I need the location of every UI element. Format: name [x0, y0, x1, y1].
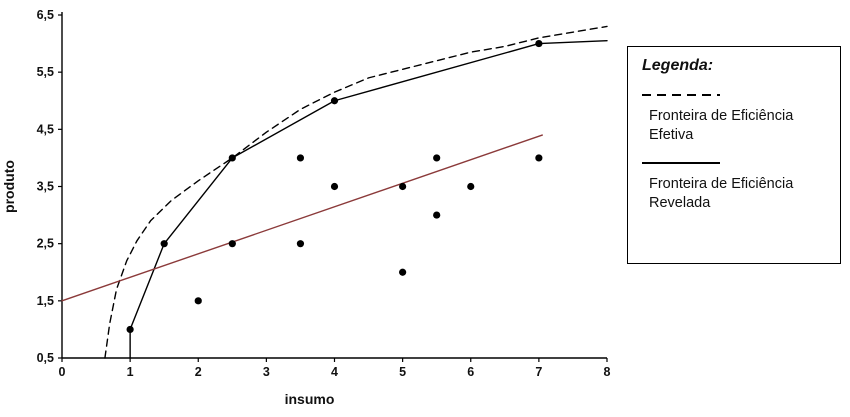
data-point — [160, 240, 168, 248]
series-dashed — [104, 25, 608, 359]
data-point — [228, 154, 236, 162]
dashed-line-sample-icon — [642, 94, 720, 96]
y-tick-label: 6,5 — [37, 8, 54, 22]
data-point — [296, 154, 305, 162]
legend-item-revelada: Fronteira de Eficiência Revelada — [642, 159, 826, 213]
y-tick-label: 4,5 — [37, 122, 54, 136]
x-tick-label: 5 — [399, 365, 406, 379]
solid-line-sample-icon — [642, 161, 720, 164]
x-axis-label: insumo — [285, 391, 335, 407]
x-tick-label: 2 — [195, 365, 202, 379]
y-axis-label: produto — [1, 160, 17, 213]
data-point — [228, 240, 236, 248]
y-tick-label: 1,5 — [37, 294, 54, 308]
x-tick-label: 8 — [604, 365, 611, 379]
x-tick-label: 3 — [263, 365, 270, 379]
series-solid — [61, 134, 543, 302]
data-point — [126, 325, 134, 334]
data-point — [399, 182, 407, 191]
data-point — [296, 240, 305, 248]
data-point — [330, 182, 339, 191]
x-tick-label: 1 — [127, 365, 134, 379]
series-solid — [129, 40, 608, 359]
data-point — [433, 154, 441, 162]
y-tick-label: 5,5 — [37, 65, 54, 79]
data-point — [194, 297, 202, 305]
x-tick-label: 6 — [467, 365, 474, 379]
legend-label-efetiva: Fronteira de Eficiência Efetiva — [649, 108, 794, 143]
legend-item-efetiva: Fronteira de Eficiência Efetiva — [642, 91, 826, 145]
data-point — [535, 154, 543, 162]
y-tick-label: 3,5 — [37, 180, 54, 194]
y-tick-label: 2,5 — [37, 237, 54, 251]
data-point — [433, 211, 441, 219]
data-point — [467, 182, 475, 191]
x-tick-label: 7 — [535, 365, 542, 379]
data-point — [535, 39, 543, 48]
legend-title: Legenda: — [642, 57, 714, 74]
legend-box: Legenda: Fronteira de Eficiência Efetiva… — [627, 46, 841, 264]
data-point — [330, 97, 339, 105]
y-tick-label: 0,5 — [37, 351, 54, 365]
data-point — [399, 268, 407, 276]
x-tick-label: 0 — [59, 365, 66, 379]
x-tick-label: 4 — [331, 365, 338, 379]
legend-label-revelada: Fronteira de Eficiência Revelada — [649, 175, 794, 211]
